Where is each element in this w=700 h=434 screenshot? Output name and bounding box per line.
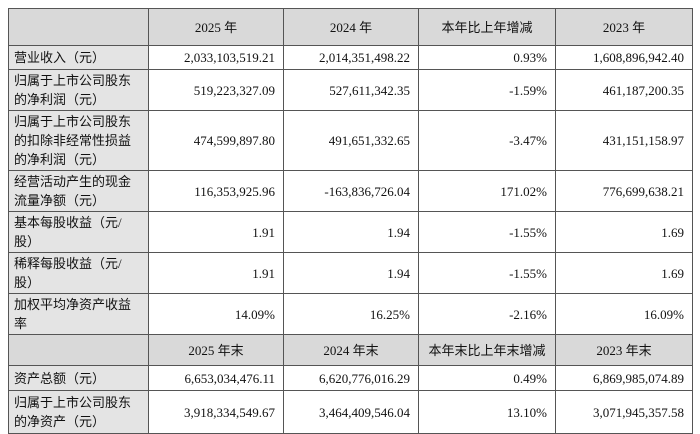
value-cell: 6,653,034,476.11 [148,365,284,391]
row-label: 资产总额（元） [8,365,149,391]
value-cell: 461,187,200.35 [555,69,693,111]
data-row: 归属于上市公司股东的净利润（元） 519,223,327.09 527,611,34… [8,69,693,111]
header-cell [8,8,149,46]
value-cell: 3,918,334,549.67 [148,390,284,434]
value-cell: -1.59% [418,69,556,111]
data-row: 基本每股收益（元/股） 1.91 1.94 -1.55% 1.69 [8,211,693,253]
data-row: 资产总额（元） 6,653,034,476.11 6,620,776,016.29 0… [8,365,693,391]
value-cell: -3.47% [418,110,556,171]
value-cell: -1.55% [418,252,556,294]
value-cell: -2.16% [418,293,556,335]
header-cell: 2024 年 [283,8,419,46]
row-label: 基本每股收益（元/股） [8,211,149,253]
row-label: 加权平均净资产收益率 [8,293,149,335]
value-cell: 776,699,638.21 [555,170,693,212]
value-cell: 0.93% [418,45,556,70]
value-cell: 6,869,985,074.89 [555,365,693,391]
value-cell: 16.25% [283,293,419,335]
header-cell: 2024 年末 [283,334,419,366]
header-cell: 本年比上年增减 [418,8,556,46]
header-cell: 2023 年 [555,8,693,46]
header-cell: 2025 年末 [148,334,284,366]
row-label: 归属于上市公司股东的净利润（元） [8,69,149,111]
header-cell: 2023 年末 [555,334,693,366]
value-cell: 1.69 [555,252,693,294]
header-row: 2025 年末 2024 年末 本年末比上年末增减 2023 年末 [8,334,693,366]
data-row: 营业收入（元） 2,033,103,519.21 2,014,351,498.22 0… [8,45,693,70]
value-cell: 0.49% [418,365,556,391]
value-cell: 2,014,351,498.22 [283,45,419,70]
value-cell: 14.09% [148,293,284,335]
financial-table: 2025 年 2024 年本年比上年增减 2023 年营业收入（元） 2,033,10… [8,8,693,434]
header-cell: 2025 年 [148,8,284,46]
row-label: 营业收入（元） [8,45,149,70]
value-cell: 1,608,896,942.40 [555,45,693,70]
data-row: 加权平均净资产收益率 14.09% 16.25% -2.16% 16.09% [8,293,693,335]
row-label: 稀释每股收益（元/股） [8,252,149,294]
data-row: 经营活动产生的现金流量净额（元） 116,353,925.96 -163,836,7… [8,170,693,212]
value-cell: 171.02% [418,170,556,212]
value-cell: 116,353,925.96 [148,170,284,212]
row-label: 经营活动产生的现金流量净额（元） [8,170,149,212]
row-label: 归属于上市公司股东的扣除非经常性损益的净利润（元） [8,110,149,171]
value-cell: 3,464,409,546.04 [283,390,419,434]
data-row: 归属于上市公司股东的扣除非经常性损益的净利润（元） 474,599,897.80 4… [8,110,693,171]
value-cell: 1.91 [148,211,284,253]
header-cell: 本年末比上年末增减 [418,334,556,366]
value-cell: 474,599,897.80 [148,110,284,171]
value-cell: 1.94 [283,211,419,253]
value-cell: 431,151,158.97 [555,110,693,171]
row-label: 归属于上市公司股东的净资产（元） [8,390,149,434]
value-cell: 6,620,776,016.29 [283,365,419,391]
header-row: 2025 年 2024 年本年比上年增减 2023 年 [8,8,693,46]
value-cell: 2,033,103,519.21 [148,45,284,70]
value-cell: 527,611,342.35 [283,69,419,111]
value-cell: 16.09% [555,293,693,335]
table-body: 2025 年 2024 年本年比上年增减 2023 年营业收入（元） 2,033,10… [8,8,693,434]
header-cell [8,334,149,366]
value-cell: 491,651,332.65 [283,110,419,171]
data-row: 稀释每股收益（元/股） 1.91 1.94 -1.55% 1.69 [8,252,693,294]
value-cell: 1.69 [555,211,693,253]
data-row: 归属于上市公司股东的净资产（元） 3,918,334,549.67 3,464,40… [8,390,693,434]
value-cell: -163,836,726.04 [283,170,419,212]
value-cell: 3,071,945,357.58 [555,390,693,434]
value-cell: 519,223,327.09 [148,69,284,111]
value-cell: 1.94 [283,252,419,294]
value-cell: 1.91 [148,252,284,294]
value-cell: 13.10% [418,390,556,434]
value-cell: -1.55% [418,211,556,253]
